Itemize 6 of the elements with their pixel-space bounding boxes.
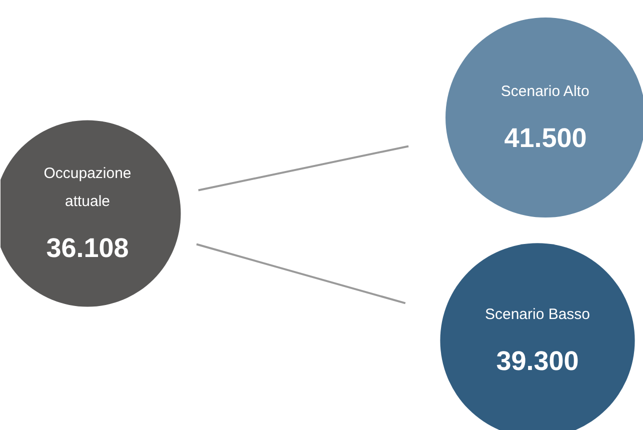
- category-label: Scenario Alto: [500, 83, 590, 100]
- category-label: Occupazione attuale: [44, 165, 132, 210]
- data-label: 36.108: [46, 233, 129, 263]
- data-label: 41.500: [504, 123, 587, 153]
- data-label: 39.300: [496, 346, 579, 376]
- category-label: Scenario Basso: [484, 306, 590, 323]
